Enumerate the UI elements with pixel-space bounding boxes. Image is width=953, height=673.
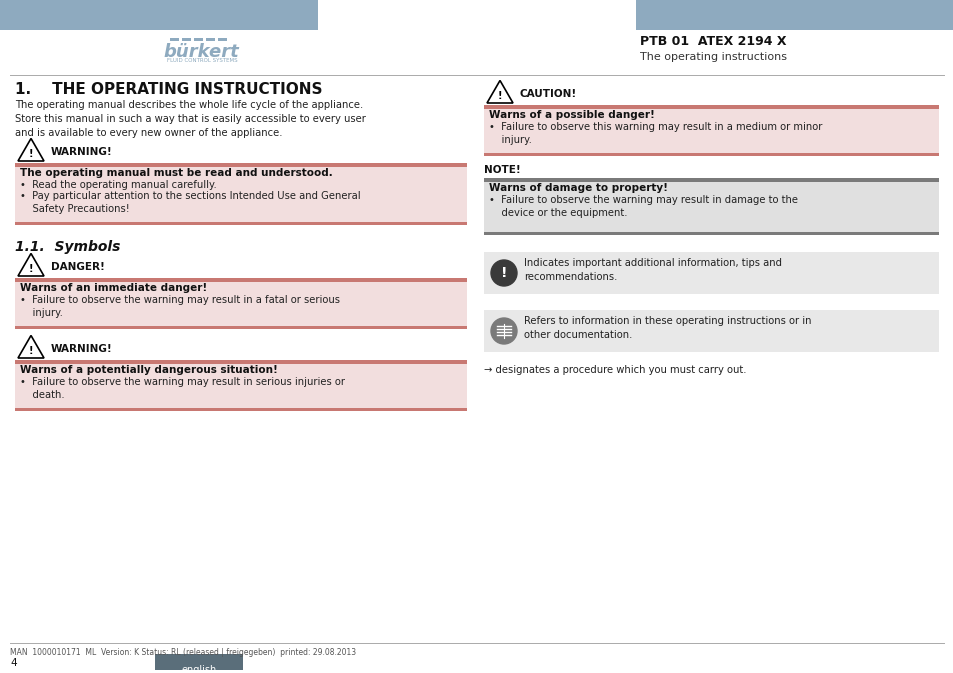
Bar bbox=[483, 310, 938, 352]
Polygon shape bbox=[18, 254, 44, 276]
Text: The operating instructions: The operating instructions bbox=[639, 52, 786, 62]
Text: Refers to information in these operating instructions or in
other documentation.: Refers to information in these operating… bbox=[523, 316, 811, 340]
Text: Warns of an immediate danger!: Warns of an immediate danger! bbox=[20, 283, 207, 293]
Text: •  Failure to observe the warning may result in a fatal or serious
    injury.: • Failure to observe the warning may res… bbox=[20, 295, 339, 318]
Bar bbox=[15, 282, 467, 326]
Text: CAUTION!: CAUTION! bbox=[519, 89, 577, 99]
Text: !: ! bbox=[29, 149, 33, 159]
Text: •  Read the operating manual carefully.: • Read the operating manual carefully. bbox=[20, 180, 216, 190]
Text: bürkert: bürkert bbox=[163, 43, 238, 61]
Polygon shape bbox=[486, 81, 513, 103]
Text: Warns of a possible danger!: Warns of a possible danger! bbox=[489, 110, 654, 120]
Text: MAN  1000010171  ML  Version: K Status: RL (released | freigegeben)  printed: 29: MAN 1000010171 ML Version: K Status: RL … bbox=[10, 648, 355, 657]
Bar bbox=[206, 38, 214, 41]
Text: DANGER!: DANGER! bbox=[51, 262, 105, 272]
Text: Indicates important additional information, tips and
recommendations.: Indicates important additional informati… bbox=[523, 258, 781, 282]
Text: → designates a procedure which you must carry out.: → designates a procedure which you must … bbox=[483, 365, 745, 375]
Polygon shape bbox=[18, 335, 44, 358]
Bar bbox=[15, 364, 467, 408]
Bar bbox=[218, 38, 227, 41]
Bar bbox=[0, 0, 317, 30]
Bar bbox=[193, 38, 203, 41]
Bar bbox=[154, 654, 243, 670]
Text: •  Failure to observe the warning may result in serious injuries or
    death.: • Failure to observe the warning may res… bbox=[20, 377, 345, 400]
Text: PTB 01  ATEX 2194 X: PTB 01 ATEX 2194 X bbox=[639, 35, 785, 48]
Bar bbox=[636, 0, 953, 30]
Bar bbox=[15, 360, 467, 364]
Text: 1.1.  Symbols: 1.1. Symbols bbox=[15, 240, 120, 254]
Text: !: ! bbox=[29, 264, 33, 274]
Bar bbox=[15, 163, 467, 167]
Bar bbox=[483, 182, 938, 232]
Text: 1.    THE OPERATING INSTRUCTIONS: 1. THE OPERATING INSTRUCTIONS bbox=[15, 82, 322, 97]
Polygon shape bbox=[18, 139, 44, 161]
Bar bbox=[15, 408, 467, 411]
Bar bbox=[483, 252, 938, 294]
Text: WARNING!: WARNING! bbox=[51, 147, 112, 157]
Text: Warns of damage to property!: Warns of damage to property! bbox=[489, 183, 667, 193]
Text: The operating manual describes the whole life cycle of the appliance.
Store this: The operating manual describes the whole… bbox=[15, 100, 366, 138]
Bar bbox=[15, 222, 467, 225]
Text: The operating manual must be read and understood.: The operating manual must be read and un… bbox=[20, 168, 333, 178]
Text: •  Failure to observe this warning may result in a medium or minor
    injury.: • Failure to observe this warning may re… bbox=[489, 122, 821, 145]
Text: !: ! bbox=[500, 266, 507, 280]
Circle shape bbox=[491, 260, 517, 286]
Bar bbox=[15, 167, 467, 222]
Bar bbox=[15, 278, 467, 282]
Bar bbox=[170, 38, 179, 41]
Bar bbox=[182, 38, 191, 41]
Text: !: ! bbox=[29, 346, 33, 356]
Bar bbox=[483, 105, 938, 109]
Bar bbox=[15, 326, 467, 329]
Text: NOTE!: NOTE! bbox=[483, 165, 520, 175]
Text: •  Pay particular attention to the sections Intended Use and General
    Safety : • Pay particular attention to the sectio… bbox=[20, 191, 360, 214]
Bar bbox=[483, 232, 938, 235]
Text: Warns of a potentially dangerous situation!: Warns of a potentially dangerous situati… bbox=[20, 365, 277, 375]
Text: FLUID CONTROL SYSTEMS: FLUID CONTROL SYSTEMS bbox=[167, 58, 237, 63]
Text: WARNING!: WARNING! bbox=[51, 344, 112, 354]
Text: english: english bbox=[181, 665, 216, 673]
Bar bbox=[483, 153, 938, 156]
Text: •  Failure to observe the warning may result in damage to the
    device or the : • Failure to observe the warning may res… bbox=[489, 195, 797, 218]
Circle shape bbox=[491, 318, 517, 344]
Text: !: ! bbox=[497, 91, 501, 101]
Bar bbox=[483, 109, 938, 153]
Text: 4: 4 bbox=[10, 658, 16, 668]
Bar bbox=[483, 178, 938, 182]
